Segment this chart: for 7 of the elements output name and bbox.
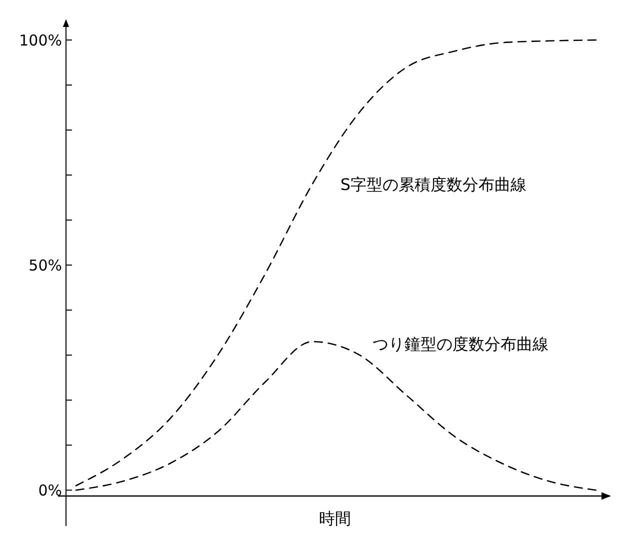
y-tick-label: 100% bbox=[19, 31, 62, 50]
y-tick-label: 50% bbox=[28, 256, 62, 274]
line-series bbox=[75, 39, 597, 486]
x-axis-title: 時間 bbox=[319, 509, 351, 528]
series-label: S字型の累積度数分布曲線 bbox=[340, 175, 527, 194]
series-label: つり鐘型の度数分布曲線 bbox=[372, 334, 548, 354]
y-tick-label: 0% bbox=[38, 481, 62, 500]
